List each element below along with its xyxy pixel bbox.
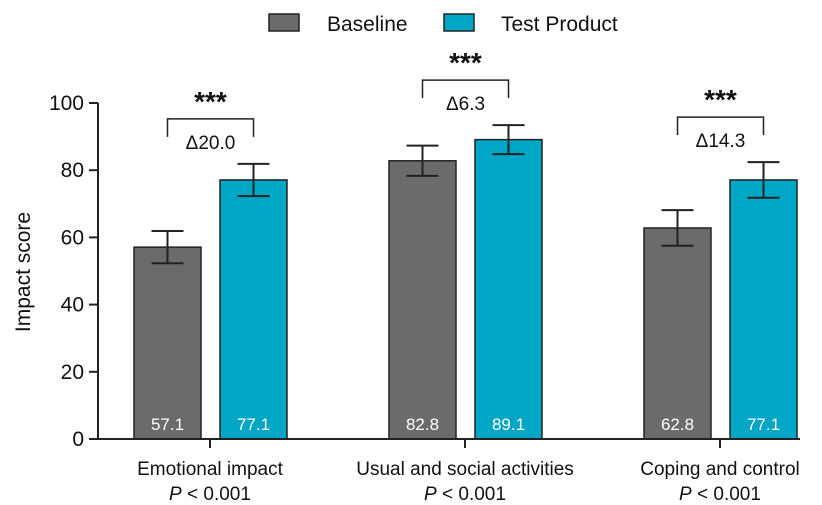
- significance-stars: ***: [194, 86, 227, 117]
- bar-value-label: 82.8: [406, 415, 439, 434]
- bar-test-product: [474, 138, 543, 440]
- delta-label: Δ14.3: [696, 131, 746, 152]
- bar-baseline: [133, 246, 202, 440]
- bars: 57.1 82.8 62.8 77.1 89.1 77.1: [133, 124, 798, 440]
- bar-value-label: 89.1: [492, 415, 525, 434]
- delta-label: Δ6.3: [446, 94, 485, 115]
- legend: Baseline Test Product: [268, 13, 618, 36]
- y-axis-title: Impact score: [12, 212, 35, 332]
- bar-test-product: [729, 179, 798, 440]
- bar-baseline: [388, 160, 457, 440]
- y-tick-label: 40: [61, 294, 84, 317]
- x-category-label: Usual and social activities: [356, 459, 574, 480]
- p-value-text: < 0.001: [182, 484, 251, 505]
- bar-test-product: [219, 179, 288, 440]
- bar-value-label: 77.1: [237, 415, 270, 434]
- y-tick-label: 20: [61, 361, 84, 384]
- significance-bracket: [421, 79, 510, 99]
- significance-annotations: *** Δ20.0 *** Δ6.3 *** Δ14.3: [166, 47, 765, 154]
- p-value-label: P < 0.001: [679, 484, 761, 505]
- legend-swatch-baseline: [268, 13, 300, 32]
- significance-stars: ***: [449, 47, 482, 78]
- significance-stars: ***: [704, 84, 737, 115]
- y-tick-label: 0: [72, 428, 84, 451]
- p-value-text: < 0.001: [437, 484, 506, 505]
- x-axis: Emotional impact P < 0.001 Usual and socia…: [98, 438, 800, 505]
- x-category-label: Emotional impact: [137, 459, 283, 480]
- delta-label: Δ20.0: [186, 133, 236, 154]
- p-value-label: P < 0.001: [169, 484, 251, 505]
- y-axis: 0 20 40 60 80 100: [49, 92, 99, 451]
- p-symbol: P: [169, 484, 182, 505]
- bar-value-label: 57.1: [151, 415, 184, 434]
- p-symbol: P: [424, 484, 437, 505]
- significance-bracket: [166, 118, 255, 137]
- bar-baseline: [643, 227, 712, 440]
- y-tick-label: 80: [61, 159, 84, 182]
- p-value-text: < 0.001: [692, 484, 761, 505]
- bar-value-label: 77.1: [747, 415, 780, 434]
- p-value-label: P < 0.001: [424, 484, 506, 505]
- legend-swatch-test-product: [443, 13, 475, 32]
- legend-label-test-product: Test Product: [501, 13, 618, 36]
- p-symbol: P: [679, 484, 692, 505]
- legend-label-baseline: Baseline: [327, 13, 408, 36]
- significance-bracket: [676, 116, 765, 136]
- y-tick-label: 100: [49, 92, 84, 115]
- bar-value-label: 62.8: [661, 415, 694, 434]
- y-tick-label: 60: [61, 226, 84, 249]
- x-category-label: Coping and control: [640, 459, 800, 480]
